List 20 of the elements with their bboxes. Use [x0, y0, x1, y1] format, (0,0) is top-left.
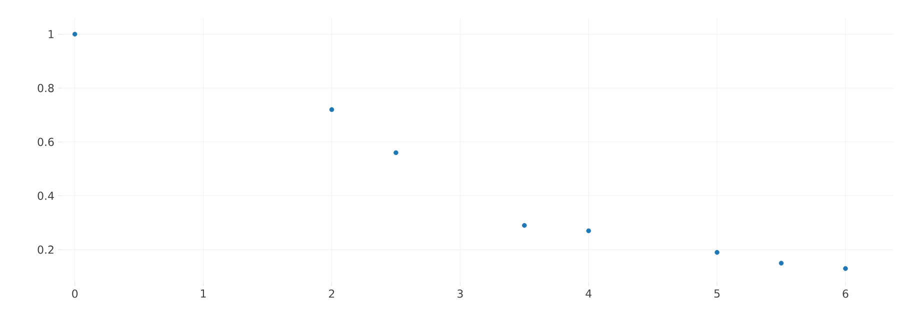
point — [522, 223, 527, 228]
point — [329, 107, 334, 112]
point — [394, 150, 398, 156]
point — [843, 266, 848, 271]
x-tick-label: 6 — [842, 290, 848, 298]
x-tick-label: 3 — [458, 290, 463, 298]
point — [714, 250, 720, 255]
point — [778, 260, 784, 266]
x-tick-label: 4 — [586, 290, 592, 298]
y-tick-label: 0.2 — [38, 246, 54, 254]
y-tick-label: 1 — [48, 30, 54, 38]
x-tick-label: 2 — [329, 290, 334, 298]
x-tick-label: 5 — [714, 290, 720, 298]
point — [72, 32, 78, 37]
x-tick-label: 0 — [72, 290, 78, 298]
point — [586, 228, 592, 234]
y-tick-label: 0.6 — [38, 138, 54, 146]
y-tick-label: 0.4 — [38, 192, 54, 200]
x-tick-label: 1 — [201, 290, 206, 298]
y-tick-label: 0.8 — [38, 84, 54, 92]
